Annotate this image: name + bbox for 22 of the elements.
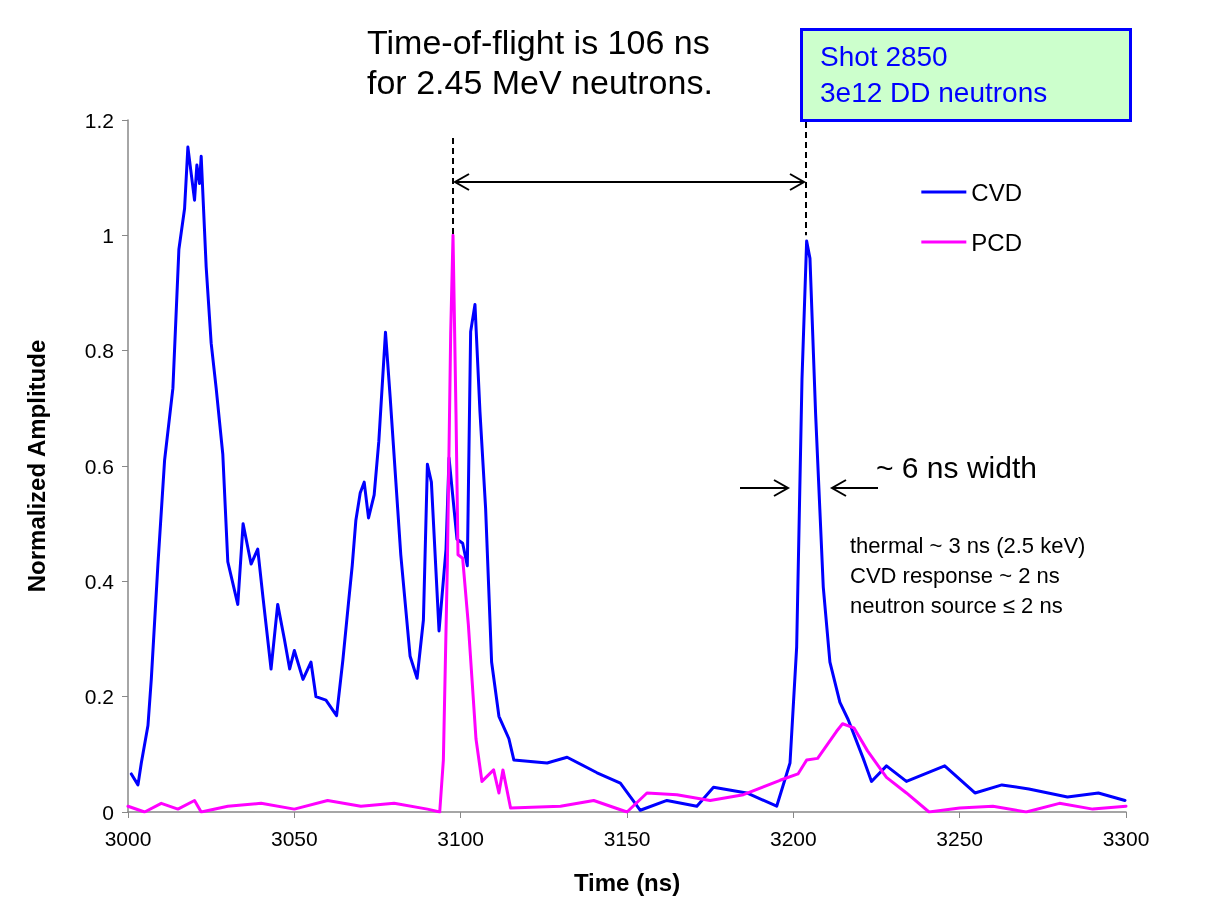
x-tick-label: 3000 bbox=[104, 827, 152, 850]
legend-label: PCD bbox=[971, 228, 1022, 256]
legend-label: CVD bbox=[971, 178, 1022, 206]
text: Shot 2850 3e12 DD neutrons bbox=[820, 40, 1048, 108]
x-tick-label: 3150 bbox=[603, 827, 651, 850]
y-tick-label: 0.8 bbox=[84, 339, 114, 363]
y-tick-label: 0.6 bbox=[84, 454, 114, 478]
y-tick-label: 0 bbox=[102, 800, 114, 824]
y-tick-label: 0.2 bbox=[84, 685, 114, 709]
y-axis-title: Normalized Amplitude bbox=[22, 339, 50, 593]
y-tick-label: 1 bbox=[102, 223, 114, 247]
annotation: Time-of-flight is 106 ns for 2.45 MeV neutrons. bbox=[367, 23, 713, 101]
annotation: thermal ~ 3 ns (2.5 keV) CVD response ~ 2 ns neutron source ≤ 2 ns bbox=[850, 532, 1086, 618]
x-tick-label: 3050 bbox=[270, 827, 318, 850]
y-tick-label: 1.2 bbox=[84, 108, 114, 132]
annotation: ~ 6 ns width bbox=[876, 450, 1037, 484]
x-tick-label: 3200 bbox=[769, 827, 817, 850]
x-tick-label: 3100 bbox=[437, 827, 485, 850]
x-tick-label: 3250 bbox=[936, 827, 984, 850]
x-tick-label: 3300 bbox=[1102, 827, 1150, 850]
y-tick-label: 0.4 bbox=[84, 569, 115, 593]
x-axis-title: Time (ns) bbox=[573, 868, 681, 896]
